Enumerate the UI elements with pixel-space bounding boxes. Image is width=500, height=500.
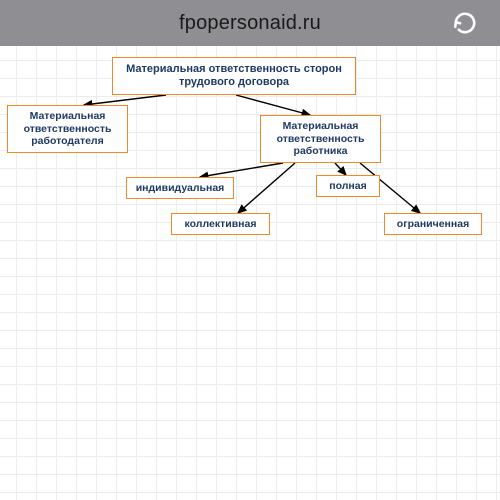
node-employer: Материальная ответственность работодател… [7, 105, 128, 153]
edge-employee-collect [238, 163, 295, 213]
edge-employee-indiv [200, 163, 283, 177]
refresh-icon[interactable] [452, 10, 478, 41]
browser-url-bar: fpopersonaid.ru [0, 0, 500, 46]
node-root: Материальная ответственность сторон труд… [112, 57, 356, 95]
edge-root-employee [236, 95, 310, 115]
node-limited: ограниченная [384, 213, 482, 235]
node-employee: Материальная ответственность работника [260, 115, 381, 163]
url-display: fpopersonaid.ru [179, 12, 321, 35]
edge-root-employer [84, 95, 166, 105]
node-full: полная [316, 175, 380, 197]
content-area: Материальная ответственность сторон труд… [0, 46, 500, 500]
node-indiv: индивидуальная [126, 177, 234, 199]
edge-employee-full [335, 163, 346, 175]
hierarchy-diagram: Материальная ответственность сторон труд… [0, 46, 500, 500]
node-collect: коллективная [171, 213, 270, 235]
